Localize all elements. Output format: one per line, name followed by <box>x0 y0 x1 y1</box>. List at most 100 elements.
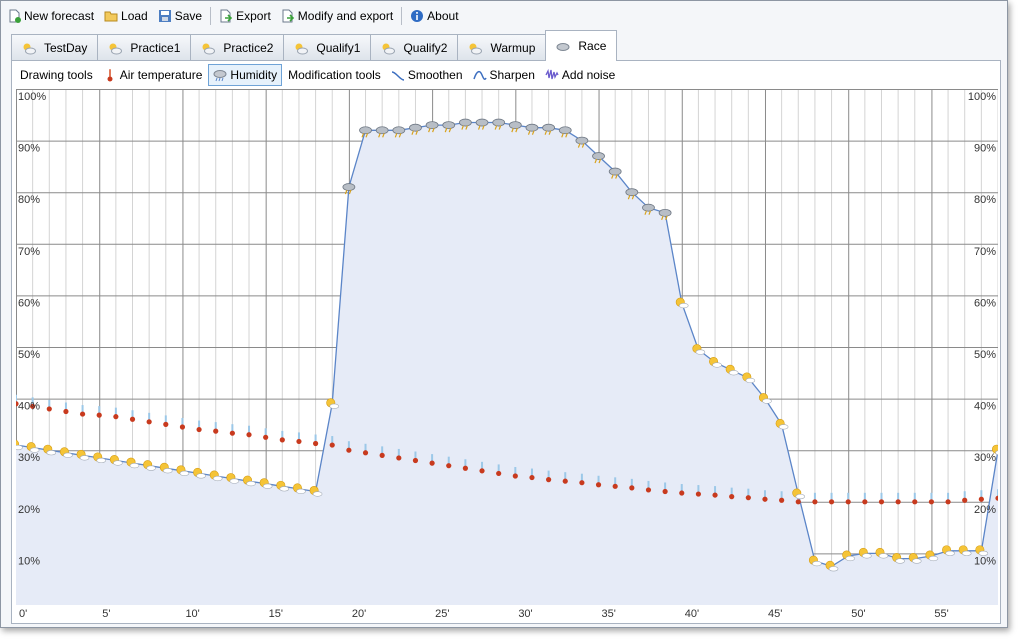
humidity-point <box>542 123 556 135</box>
humidity-point <box>143 460 156 471</box>
x-tick-label: 10' <box>185 608 199 619</box>
humidity-point <box>742 372 756 384</box>
y-tick-label-right: 30% <box>974 452 996 464</box>
smoothen-tool[interactable]: Smoothen <box>387 65 467 85</box>
air-temperature-point <box>629 478 635 491</box>
floppy-disk-icon <box>158 10 171 22</box>
tab-testday[interactable]: TestDay <box>11 34 99 61</box>
air-temperature-point <box>828 492 835 505</box>
air-temperature-point <box>179 417 186 430</box>
tab-race[interactable]: Race <box>545 30 618 61</box>
y-tick-label-left: 20% <box>18 504 40 516</box>
air-temperature-point <box>246 425 252 438</box>
y-tick-label-left: 40% <box>18 401 40 413</box>
humidity-point <box>875 547 889 559</box>
y-tick-label-left: 10% <box>18 555 40 567</box>
x-tick-label: 15' <box>269 608 283 619</box>
humidity-point <box>658 208 672 221</box>
toolbar-separator <box>210 7 212 25</box>
air-temperature-tool[interactable]: Air temperature <box>99 65 207 85</box>
session-tabs: TestDay Practice1 Practice2 Qualify1 Qua… <box>11 30 618 61</box>
sharp-curve-icon <box>472 70 487 80</box>
x-tick-label: 20' <box>352 608 366 619</box>
tab-label: Practice1 <box>130 41 181 55</box>
air-temperature-point <box>612 477 618 489</box>
air-temperature-point <box>30 397 36 409</box>
save-button[interactable]: Save <box>154 4 206 28</box>
export-label: Export <box>236 9 271 23</box>
new-forecast-button[interactable]: New forecast <box>3 4 98 28</box>
air-temperature-point <box>96 406 102 418</box>
humidity-point <box>475 118 489 130</box>
air-temperature-point <box>546 470 552 483</box>
humidity-point <box>93 452 107 464</box>
humidity-point <box>958 545 972 556</box>
humidity-point <box>126 457 140 469</box>
about-button[interactable]: About <box>406 4 462 28</box>
air-temperature-point <box>329 436 335 448</box>
about-label: About <box>427 9 459 23</box>
air-temperature-point <box>346 441 352 453</box>
humidity-point <box>625 188 639 200</box>
humidity-point <box>525 123 539 135</box>
x-tick-label: 0' <box>19 608 27 619</box>
tab-qualify1[interactable]: Qualify1 <box>283 34 372 61</box>
air-temperature-point <box>46 399 52 412</box>
add-noise-tool[interactable]: Add noise <box>541 65 619 85</box>
app-window: New forecast Load Save Export Modify and… <box>0 0 1008 628</box>
air-temperature-point <box>429 454 435 466</box>
humidity-point <box>608 167 622 179</box>
sharpen-tool[interactable]: Sharpen <box>469 65 539 85</box>
export-button[interactable]: Export <box>215 4 275 28</box>
humidity-point <box>26 442 40 453</box>
tools-toolbar: Drawing tools Air temperature Humidity M… <box>16 64 619 86</box>
humidity-point <box>709 356 722 368</box>
humidity-tool[interactable]: Humidity <box>208 64 283 86</box>
humidity-point <box>975 545 989 556</box>
air-temperature-point <box>129 410 136 422</box>
tab-label: Practice2 <box>223 41 274 55</box>
humidity-chart[interactable]: 0' 5' 10' 15' 20' 25' 30' 35' 40' 45' 50' 55' 10% 10%… <box>16 89 998 619</box>
air-temperature-point <box>396 448 402 461</box>
humidity-point <box>425 121 439 133</box>
air-temperature-point <box>279 430 285 443</box>
load-button[interactable]: Load <box>100 4 152 28</box>
tab-qualify2[interactable]: Qualify2 <box>370 34 459 61</box>
humidity-point <box>508 121 522 133</box>
humidity-point <box>259 478 273 489</box>
humidity-point <box>675 297 689 309</box>
humidity-point <box>892 553 905 564</box>
tab-practice2[interactable]: Practice2 <box>190 34 285 61</box>
air-temperature-point <box>79 405 86 417</box>
modify-and-export-button[interactable]: Modify and export <box>277 4 397 28</box>
humidity-point <box>159 462 173 474</box>
main-toolbar: New forecast Load Save Export Modify and… <box>3 3 463 29</box>
y-tick-label-right: 80% <box>974 194 996 206</box>
humidity-point <box>908 553 922 564</box>
humidity-point <box>942 545 955 556</box>
humidity-point <box>808 555 822 567</box>
y-tick-label-left: 50% <box>18 349 40 361</box>
y-tick-label-right: 10% <box>974 555 996 567</box>
air-temperature-point <box>995 489 998 501</box>
humidity-point <box>442 121 456 133</box>
humidity-point <box>16 439 23 451</box>
humidity-point <box>359 126 372 138</box>
tab-label: Warmup <box>490 41 536 55</box>
tab-warmup[interactable]: Warmup <box>457 34 547 61</box>
noise-wave-icon <box>545 68 559 80</box>
sun-cloud-icon <box>109 43 123 55</box>
new-forecast-label: New forecast <box>24 9 95 23</box>
y-tick-label-left: 100% <box>18 91 46 103</box>
new-document-icon <box>9 9 21 23</box>
humidity-point <box>992 444 998 456</box>
air-temperature-point <box>296 432 302 445</box>
tab-practice1[interactable]: Practice1 <box>97 34 192 61</box>
y-tick-label-left: 60% <box>18 297 40 309</box>
humidity-point <box>825 560 839 572</box>
thermometer-icon <box>107 69 113 82</box>
load-label: Load <box>121 9 148 23</box>
tab-label: Qualify1 <box>316 41 361 55</box>
humidity-area <box>16 122 998 605</box>
air-temperature-point <box>163 415 169 427</box>
